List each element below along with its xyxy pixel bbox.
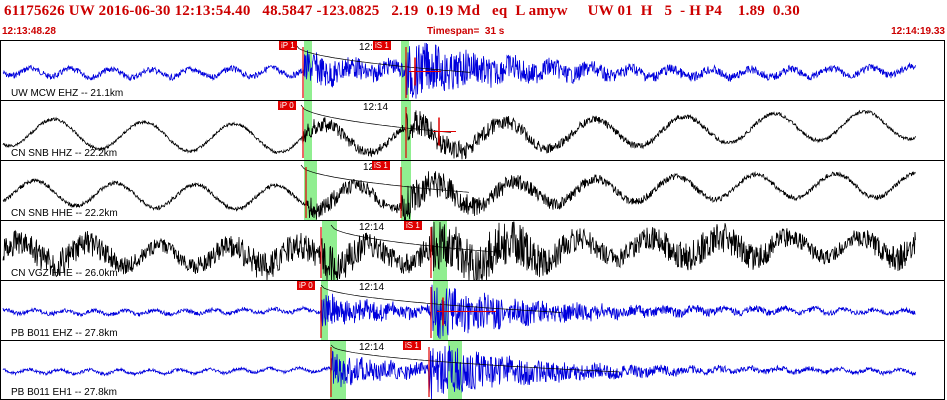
pick-marker-p[interactable]: iP 1 xyxy=(279,41,297,50)
station-label: UW MCW EHZ -- 21.1km xyxy=(11,88,124,99)
pick-marker-s[interactable]: iS 1 xyxy=(404,221,422,230)
trace-time-label: 12:14 xyxy=(359,282,385,293)
pick-marker-s[interactable]: iS 1 xyxy=(403,341,421,350)
trace-panel-cn-vgz-hhe[interactable]: 12:14 iS 1 CN VGZ HHE -- 26.0km xyxy=(0,220,945,281)
timespan-label: Timespan= 31 s xyxy=(427,26,505,37)
pick-window xyxy=(401,161,411,220)
window-start-time: 12:13:48.28 xyxy=(2,26,56,37)
coda-decay-curve xyxy=(295,44,471,73)
coda-decay-curve xyxy=(300,164,470,193)
seismogram-canvas[interactable] xyxy=(1,281,945,341)
seismogram-canvas[interactable] xyxy=(1,41,945,101)
seismogram-canvas[interactable] xyxy=(1,341,945,400)
waveform-trace xyxy=(2,284,916,339)
waveform-trace xyxy=(2,42,916,99)
station-label: CN VGZ HHE -- 26.0km xyxy=(11,268,118,279)
station-label: CN SNB HHZ -- 22.2km xyxy=(11,148,118,159)
coda-decay-curve xyxy=(330,224,500,253)
seismogram-canvas[interactable] xyxy=(1,101,945,161)
trace-time-label: 12:14 xyxy=(363,102,389,113)
seismogram-canvas[interactable] xyxy=(1,161,945,221)
trace-panel-cn-snb-hhz[interactable]: 12:14 iP 0 CN SNB HHZ -- 22.2km xyxy=(0,100,945,161)
coda-decay-curve xyxy=(300,104,452,133)
trace-time-label: 12:14 xyxy=(359,222,385,233)
trace-time-label: 12:14 xyxy=(359,342,385,353)
pick-window xyxy=(330,341,346,399)
coda-decay-curve xyxy=(330,344,620,373)
waveform-trace xyxy=(2,109,916,160)
waveform-trace xyxy=(2,171,916,220)
trace-panel-pb-b011-ehz[interactable]: 12:14 iP 0 PB B011 EHZ -- 27.8km xyxy=(0,280,945,341)
trace-time-label: 12:14 xyxy=(359,42,385,53)
event-header: 61175626 UW 2016-06-30 12:13:54.40 48.58… xyxy=(0,0,947,42)
trace-panel-uw-mcw-ehz[interactable]: 12:14 iP 1 iS 1 UW MCW EHZ -- 21.1km xyxy=(0,40,945,101)
station-label: PB B011 EH1 -- 27.8km xyxy=(11,387,117,398)
pick-marker-p[interactable]: iP 0 xyxy=(278,101,296,110)
pick-window xyxy=(304,41,312,100)
coda-decay-curve xyxy=(320,284,562,313)
window-end-time: 12:14:19.33 xyxy=(891,26,945,37)
pick-marker-p[interactable]: iP 0 xyxy=(297,281,315,290)
pick-marker-s[interactable]: iS 1 xyxy=(372,161,390,170)
trace-panel-cn-snb-hhe[interactable]: 12:14 iS 1 CN SNB HHE -- 22.2km xyxy=(0,160,945,221)
station-label: PB B011 EHZ -- 27.8km xyxy=(11,328,118,339)
trace-panel-pb-b011-eh1[interactable]: 12:14 iS 1 PB B011 EH1 -- 27.8km xyxy=(0,340,945,400)
pick-marker-s[interactable]: iS 1 xyxy=(373,41,391,50)
station-label: CN SNB HHE -- 22.2km xyxy=(11,208,118,219)
pick-window xyxy=(304,101,312,160)
waveform-trace xyxy=(2,221,916,280)
waveform-trace xyxy=(2,345,916,399)
seismogram-canvas[interactable] xyxy=(1,221,945,281)
event-summary-line: 61175626 UW 2016-06-30 12:13:54.40 48.58… xyxy=(4,3,800,19)
